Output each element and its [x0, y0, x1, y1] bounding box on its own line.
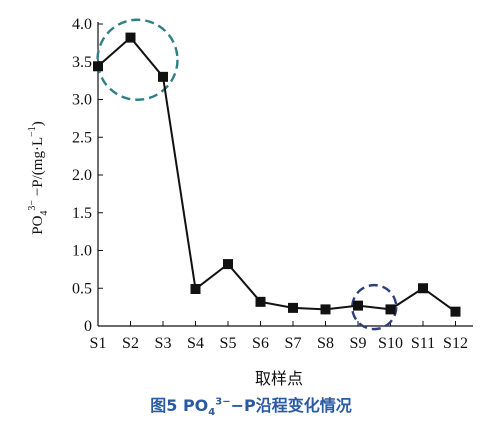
- y-axis-title-unit-sup: −1: [27, 126, 38, 137]
- axes: [97, 22, 473, 327]
- x-tick-label: S2: [122, 335, 139, 352]
- y-axis-title-sup: 3−: [27, 200, 38, 211]
- y-tick-label: 3.0: [72, 92, 92, 109]
- x-tick-label: S7: [285, 335, 302, 352]
- data-point-marker: [223, 259, 233, 270]
- x-tick-label: S4: [187, 335, 204, 352]
- caption-suffix: −P沿程变化情况: [230, 396, 352, 415]
- data-point-marker: [385, 304, 396, 315]
- y-tick-label: 0: [84, 318, 92, 335]
- data-point-marker: [450, 306, 461, 317]
- x-tick-label: S12: [443, 335, 468, 352]
- x-tick-label: S3: [155, 335, 172, 352]
- y-tick-label: 4.0: [72, 16, 92, 33]
- y-axis-title-main: PO: [30, 215, 46, 234]
- x-tick-label: S11: [411, 335, 435, 352]
- x-tick-label: S5: [220, 335, 237, 352]
- y-tick-label: 0.5: [72, 280, 92, 297]
- data-point-marker: [125, 32, 136, 43]
- y-tick-label: 1.0: [72, 243, 92, 260]
- caption-sup: 3−: [215, 396, 231, 408]
- x-tick-labels: S1 S2 S3 S4 S5 S6 S7 S8 S9 S10 S11 S12: [90, 335, 468, 352]
- series-line: [93, 32, 461, 317]
- caption-sub: 4: [208, 407, 216, 419]
- caption-prefix: 图5 PO: [150, 396, 209, 415]
- y-axis-title-sub: 4: [39, 211, 50, 216]
- figure-caption: 图5 PO43−−P沿程变化情况: [0, 392, 502, 418]
- y-tick-label: 2.0: [72, 167, 92, 184]
- series-polyline: [97, 36, 457, 313]
- y-axis-title-rest: −P/(mg·L: [30, 137, 46, 200]
- y-tick-label: 3.5: [72, 54, 92, 71]
- data-point-marker: [288, 302, 298, 313]
- data-point-marker: [158, 71, 168, 82]
- y-tick-label: 2.5: [72, 129, 92, 146]
- highlight-circle: [96, 18, 179, 101]
- y-axis-title: PO43− −P/(mg·L−1): [27, 121, 50, 235]
- x-tick-label: S1: [90, 335, 107, 352]
- x-tick-label: S10: [378, 335, 403, 352]
- data-point-marker: [320, 304, 331, 315]
- data-point-marker: [255, 296, 266, 307]
- x-tick-label: S6: [252, 335, 269, 352]
- highlight-circle: [351, 283, 398, 331]
- line-chart: 0 0.5 1.0 1.5 2.0 2.5 3.0 3.5 4.0 S1 S2 S3 S4 S5 S6 S7…: [27, 16, 473, 388]
- x-tick-label: S8: [317, 335, 334, 352]
- y-tick-label: 1.5: [72, 205, 92, 222]
- data-point-marker: [190, 284, 201, 295]
- data-point-marker: [93, 61, 103, 72]
- y-tick-labels: 0 0.5 1.0 1.5 2.0 2.5 3.0 3.5 4.0: [72, 16, 92, 335]
- x-axis-title: 取样点: [255, 369, 303, 388]
- data-point-marker: [353, 300, 363, 311]
- y-axis-title-close: ): [30, 121, 46, 126]
- data-point-marker: [418, 283, 428, 294]
- highlight-circles: [96, 18, 398, 331]
- x-tick-label: S9: [350, 335, 367, 352]
